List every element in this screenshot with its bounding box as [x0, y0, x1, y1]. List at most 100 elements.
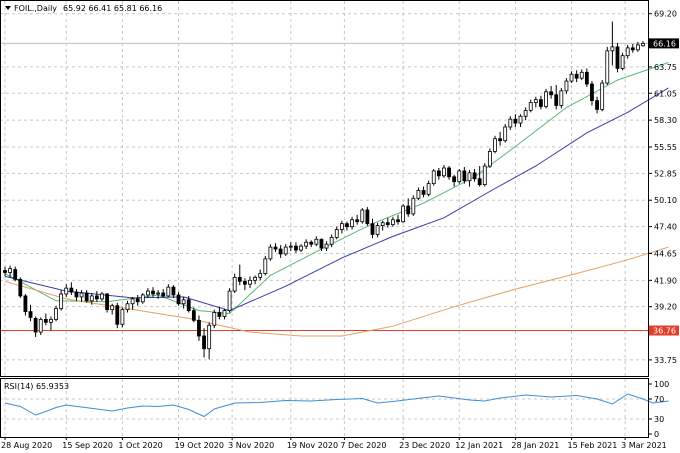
candle-body-down [477, 178, 482, 186]
candle [161, 289, 166, 298]
candle-body-up [263, 258, 268, 274]
candle [375, 222, 380, 238]
candle-body-up [503, 126, 508, 142]
candle-body-up [130, 298, 135, 305]
price-tick-label: 52.85 [654, 169, 677, 178]
candle [273, 243, 278, 252]
candle-body-up [508, 118, 513, 128]
candle-body-down [452, 176, 457, 183]
candle [156, 290, 161, 299]
candle [49, 316, 53, 331]
price-tick-label: 47.40 [654, 223, 677, 232]
candle [508, 116, 513, 130]
candle [242, 278, 247, 291]
candle [176, 292, 181, 306]
price-tick-label: 39.20 [654, 303, 677, 312]
candle-body-down [574, 73, 579, 79]
candle-body-up [620, 55, 625, 69]
candle [38, 317, 43, 336]
candle [641, 40, 645, 47]
candle-body-down [94, 295, 99, 300]
candle-body-down [28, 311, 33, 318]
candle-body-up [411, 197, 416, 215]
candle-body-down [33, 318, 38, 333]
candle-body-down [217, 312, 222, 317]
candle-body-up [329, 236, 334, 245]
triangle-down-icon[interactable] [5, 6, 11, 10]
candle [146, 288, 150, 298]
candle-body-down [365, 209, 370, 225]
candle-body-up [610, 46, 615, 52]
candle-body-up [339, 223, 344, 230]
candle [18, 277, 23, 298]
price-tick-label: 69.20 [654, 10, 677, 19]
candle [232, 273, 237, 294]
candle [350, 216, 354, 230]
candle [181, 296, 186, 309]
candle-body-up [600, 82, 605, 110]
candle [253, 275, 257, 285]
date-tick-label: 7 Dec 2020 [340, 441, 386, 450]
candle [334, 226, 339, 240]
candle-body-up [181, 299, 186, 305]
candle-body-down [74, 291, 79, 298]
candle-body-up [253, 276, 257, 281]
candle-body-down [549, 91, 554, 96]
date-tick-label: 15 Feb 2021 [568, 441, 618, 450]
date-tick-label: 28 Jan 2021 [511, 441, 559, 450]
candle-body-down [498, 138, 502, 142]
candle [130, 296, 135, 310]
candle [294, 242, 298, 253]
candle [523, 107, 528, 121]
candle [564, 78, 569, 94]
candle [426, 180, 431, 197]
candle-body-up [324, 243, 329, 249]
price-tick-label: 50.10 [654, 196, 677, 205]
date-tick-label: 23 Dec 2020 [399, 441, 450, 450]
candle-body-down [161, 292, 166, 297]
candle-body-up [518, 115, 523, 124]
candle [186, 295, 191, 313]
candle-body-up [156, 292, 161, 295]
grid [0, 1, 649, 437]
candle [355, 214, 360, 225]
candle [635, 42, 640, 52]
candle [457, 168, 462, 184]
candle-body-up [79, 292, 84, 298]
candle-body-down [309, 241, 314, 245]
candle [171, 285, 176, 298]
symbol-label: FOIL.,Daily [14, 4, 57, 13]
candle-body-up [140, 294, 145, 303]
candle [487, 148, 492, 169]
candle-body-down [84, 292, 89, 302]
candle [345, 221, 349, 231]
candle-body-down [396, 219, 400, 223]
candle-body-up [375, 225, 380, 235]
candle-body-down [151, 290, 155, 295]
candle [590, 81, 594, 106]
candle-body-up [248, 279, 252, 285]
moving-average-line [4, 87, 669, 312]
candle-body-down [273, 246, 278, 250]
rsi-tick-label: 30 [654, 415, 664, 424]
candle [54, 305, 58, 322]
main-panel-frame [0, 0, 649, 377]
candle [421, 186, 426, 198]
candle [191, 307, 196, 323]
candle-body-down [447, 167, 451, 178]
candle [329, 234, 334, 248]
candle [268, 244, 273, 261]
candle-body-up [110, 305, 115, 311]
candle-body-up [227, 290, 232, 311]
candle [600, 80, 605, 112]
candle [207, 322, 212, 360]
candle [237, 264, 242, 286]
candle [288, 242, 293, 252]
level-badge-label: 36.76 [653, 327, 676, 336]
candle-body-down [135, 298, 140, 303]
candle-body-down [115, 305, 120, 325]
candle [319, 238, 324, 252]
candle-body-up [380, 222, 385, 227]
candle-body-down [539, 99, 543, 107]
